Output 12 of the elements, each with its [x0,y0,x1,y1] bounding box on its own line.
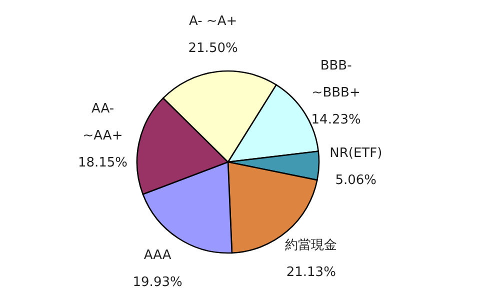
slice-label: AA- ~AA+ [82,100,124,146]
slice-label: BBB- ~BBB+ [310,58,362,103]
data-label: 21.50% [187,40,239,58]
data-label: 5.06% [334,172,378,190]
data-label: 18.15% [76,154,129,172]
data-label: 21.13% [285,264,337,282]
slice-label: A- ~A+ [188,12,238,31]
slice-label: 約當現金 [284,237,338,256]
data-label: 19.93% [132,274,184,292]
slice-label: NR(ETF) [328,145,384,164]
slice-label: AAA [142,246,172,265]
data-label: 14.23% [310,112,362,130]
